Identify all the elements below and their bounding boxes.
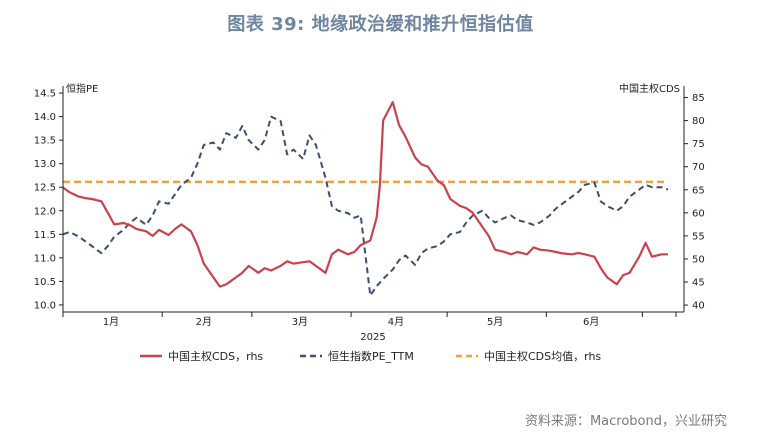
left-tick-label: 13.0	[34, 159, 56, 170]
x-tick-label: 1月	[103, 316, 119, 328]
left-tick-label: 10.0	[34, 300, 56, 311]
legend-label-2: 中国主权CDS均值，rhs	[484, 350, 601, 363]
right-axis-title: 中国主权CDS	[619, 82, 680, 95]
x-tick-label: 2月	[196, 316, 212, 328]
left-tick-label: 13.5	[34, 136, 56, 147]
right-tick-label: 55	[692, 231, 705, 242]
right-tick-label: 50	[692, 254, 705, 265]
left-tick-label: 14.5	[34, 89, 56, 100]
x-tick-label: 4月	[388, 316, 404, 328]
right-tick-label: 40	[692, 301, 705, 312]
left-tick-label: 12.5	[34, 183, 56, 194]
left-tick-label: 11.5	[34, 230, 56, 241]
right-tick-label: 60	[692, 208, 705, 219]
series-line-0	[62, 101, 668, 288]
x-tick-label: 3月	[292, 316, 308, 328]
left-tick-label: 12.0	[34, 206, 56, 217]
left-axis-title: 恒指PE	[66, 82, 98, 95]
source-note: 资料来源：Macrobond，兴业研究	[524, 414, 727, 429]
right-tick-label: 70	[692, 162, 705, 173]
right-tick-label: 85	[692, 93, 705, 104]
series-line-1	[62, 115, 669, 297]
left-tick-label: 10.5	[34, 277, 56, 288]
right-tick-label: 65	[692, 185, 705, 196]
x-tick-label: 6月	[583, 316, 599, 328]
left-tick-label: 14.0	[34, 112, 56, 123]
chart-title: 图表 39: 地缘政治缓和推升恒指估值	[227, 14, 534, 35]
x-tick-label: 5月	[487, 316, 503, 328]
right-tick-label: 45	[692, 278, 705, 289]
right-tick-label: 80	[692, 116, 705, 127]
legend-label-0: 中国主权CDS，rhs	[168, 350, 263, 363]
legend-label-1: 恒生指数PE_TTM	[328, 349, 414, 363]
x-year-label: 2025	[360, 332, 385, 343]
right-tick-label: 75	[692, 139, 705, 150]
left-tick-label: 11.0	[34, 253, 56, 264]
